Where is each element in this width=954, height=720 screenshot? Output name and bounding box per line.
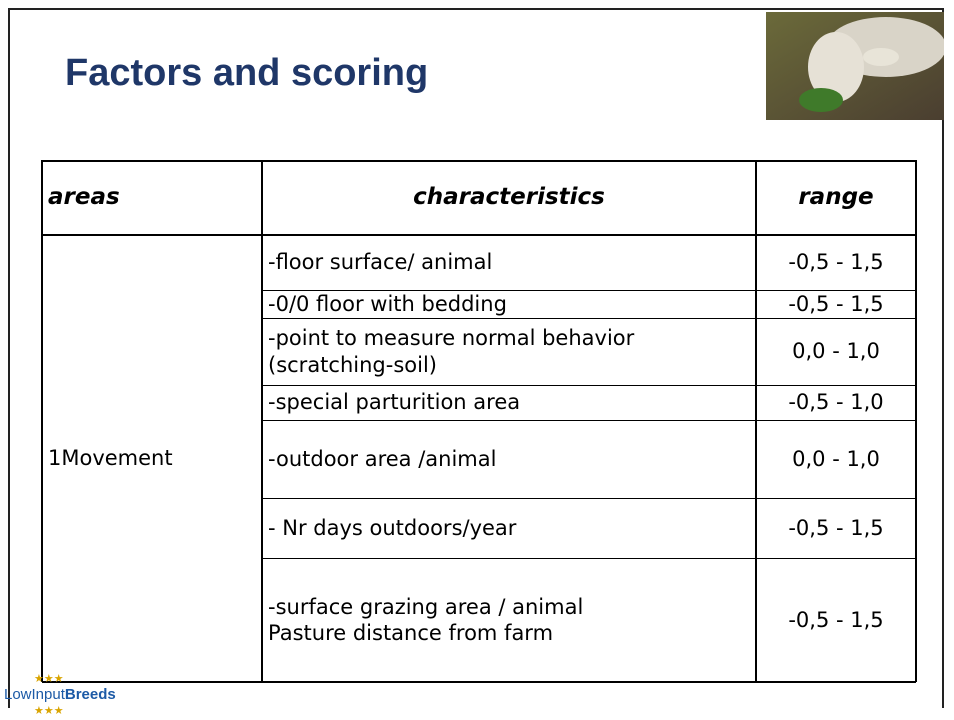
characteristics-text: -special parturition area	[268, 389, 520, 415]
characteristics-line: -special parturition area	[268, 390, 521, 415]
range-cell: -0,5 - 1,5	[788, 250, 884, 275]
slide-frame	[8, 8, 944, 708]
range-cell: -0,5 - 1,5	[788, 291, 884, 316]
table-border	[262, 498, 916, 499]
characteristics-cell: - Nr days outdoors/year	[262, 498, 756, 558]
range-cell: -0,5 - 1,0	[788, 390, 884, 415]
table-border	[261, 160, 263, 682]
table-border	[42, 234, 916, 236]
characteristics-text: -point to measure normal behavior (scrat…	[268, 325, 750, 378]
characteristics-line: -point to measure normal behavior (scrat…	[268, 326, 635, 377]
logo-light: LowInput	[4, 686, 65, 703]
table-border	[915, 160, 917, 682]
column-header: areas	[48, 184, 120, 211]
slide-title: Factors and scoring	[65, 52, 429, 94]
table-border	[262, 420, 916, 421]
column-header: characteristics	[413, 184, 605, 211]
range-cell: 0,0 - 1,0	[792, 339, 880, 364]
table-border	[262, 558, 916, 559]
characteristics-text: -outdoor area /animal	[268, 446, 496, 472]
characteristics-line: -surface grazing area / animal	[268, 594, 584, 619]
logo-stars: ★★★	[34, 705, 64, 717]
table-border	[42, 681, 916, 683]
range-cell: 0,0 - 1,0	[792, 446, 880, 471]
logo: ★★★ LowInputBreeds ★★★	[4, 673, 116, 717]
characteristics-line: - Nr days outdoors/year	[268, 515, 517, 540]
table-border	[262, 385, 916, 386]
characteristics-text: -floor surface/ animal	[268, 249, 492, 275]
characteristics-cell: -surface grazing area / animal Pasture di…	[262, 558, 756, 682]
characteristics-cell: -floor surface/ animal	[262, 235, 756, 290]
characteristics-cell: -special parturition area	[262, 385, 756, 420]
characteristics-text: -0/0 floor with bedding	[268, 291, 507, 317]
table-border	[755, 160, 757, 682]
table-border	[262, 290, 916, 291]
characteristics-text: - Nr days outdoors/year	[268, 515, 516, 541]
characteristics-line: -floor surface/ animal	[268, 250, 493, 275]
logo-stars: ★★★	[34, 673, 64, 685]
characteristics-line: -0/0 floor with bedding	[268, 291, 507, 316]
characteristics-line: Pasture distance from farm	[268, 621, 554, 645]
characteristics-text: -surface grazing area / animal Pasture di…	[268, 594, 583, 647]
table-border	[41, 160, 43, 682]
column-header: range	[798, 184, 874, 211]
characteristics-line: -outdoor area /animal	[268, 446, 497, 471]
characteristics-cell: -outdoor area /animal	[262, 420, 756, 498]
range-cell: -0,5 - 1,5	[788, 515, 884, 540]
characteristics-cell: -0/0 floor with bedding	[262, 290, 756, 318]
sheep-photo	[766, 12, 944, 120]
characteristics-cell: -point to measure normal behavior (scrat…	[262, 318, 756, 385]
range-cell: -0,5 - 1,5	[788, 607, 884, 632]
area-cell: 1Movement	[48, 446, 173, 471]
table-border	[262, 318, 916, 319]
logo-bold: Breeds	[64, 686, 116, 703]
table-border	[42, 160, 916, 162]
